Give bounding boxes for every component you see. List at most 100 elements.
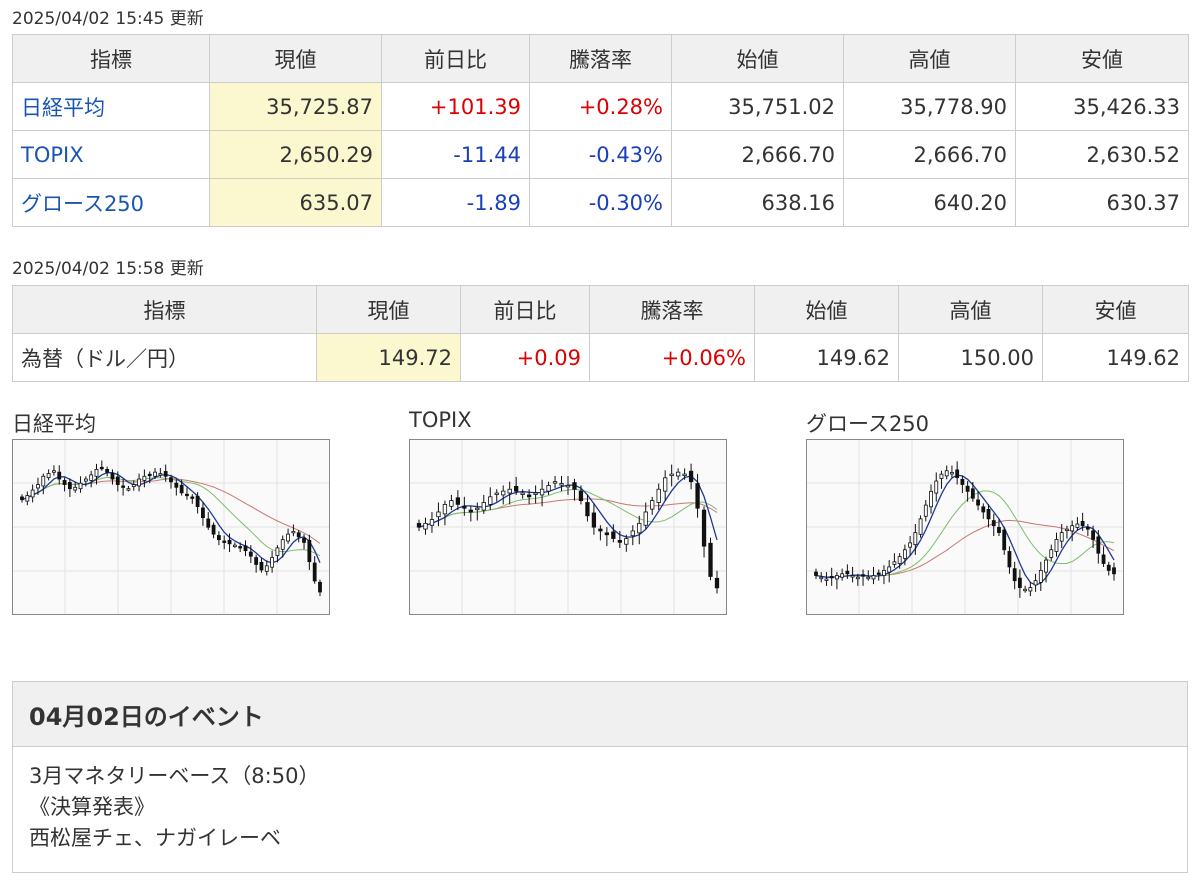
candle-body xyxy=(131,484,136,488)
candle-body xyxy=(565,485,571,488)
candle-body xyxy=(1080,521,1085,527)
candle-body xyxy=(1033,580,1038,586)
chart-nikkei[interactable] xyxy=(12,439,330,615)
open-value: 149.62 xyxy=(754,333,899,382)
candle-body xyxy=(501,490,506,496)
candle-body xyxy=(861,574,865,577)
topix-link[interactable]: TOPIX xyxy=(21,142,84,167)
candle-body xyxy=(1012,568,1017,582)
low-value: 149.62 xyxy=(1042,333,1189,382)
candle-body xyxy=(232,544,237,548)
candle-body xyxy=(259,561,264,571)
candle-body xyxy=(656,488,661,503)
candle-body xyxy=(539,488,545,496)
candle-body xyxy=(814,571,818,576)
candle-body xyxy=(1007,551,1012,568)
current-value: 149.72 xyxy=(316,333,461,382)
candle-body xyxy=(913,532,918,545)
candle-body xyxy=(291,530,296,534)
current-value: 2,650.29 xyxy=(209,130,382,179)
candle-body xyxy=(981,506,986,513)
candle-body xyxy=(1023,588,1028,592)
candle-body xyxy=(939,473,944,479)
candle-body xyxy=(1054,539,1059,552)
candle-body xyxy=(669,473,674,476)
candle-body xyxy=(1091,530,1095,540)
candle-body xyxy=(115,476,120,485)
change-value: -11.44 xyxy=(381,130,530,179)
candle-body xyxy=(216,535,221,541)
candle-body xyxy=(1112,567,1116,575)
chart-growth250[interactable] xyxy=(806,439,1124,615)
candle-body xyxy=(481,502,486,511)
col-open: 始値 xyxy=(754,285,899,334)
candle-body xyxy=(275,547,280,556)
fx-table: 指標 現値 前日比 騰落率 始値 高値 安値 為替（ドル／円） 149.72 +… xyxy=(12,285,1189,382)
index-row-topix: TOPIX 2,650.29 -11.44 -0.43% 2,666.70 2,… xyxy=(12,130,1189,179)
high-value: 150.00 xyxy=(898,333,1043,382)
candle-body xyxy=(819,576,824,580)
candle-body xyxy=(41,475,46,487)
candle-body xyxy=(578,490,584,502)
candle-body xyxy=(1085,527,1090,530)
candle-body xyxy=(163,471,168,477)
candle-body xyxy=(455,497,461,505)
candle-body xyxy=(174,482,179,488)
growth250-link[interactable]: グロース250 xyxy=(21,191,145,216)
candle-body xyxy=(714,577,720,589)
candle-body xyxy=(876,572,881,575)
candle-body xyxy=(211,524,216,535)
candle-body xyxy=(222,540,227,543)
candle-body xyxy=(866,576,871,580)
chart-title-topix: TOPIX xyxy=(409,408,472,432)
chart-topix[interactable] xyxy=(409,439,727,615)
high-value: 640.20 xyxy=(843,178,1016,227)
candle-body xyxy=(960,478,965,485)
col-low: 安値 xyxy=(1015,34,1189,83)
candle-body xyxy=(126,488,131,491)
candle-body xyxy=(62,480,67,485)
nikkei-link[interactable]: 日経平均 xyxy=(21,95,105,120)
low-value: 35,426.33 xyxy=(1015,82,1189,131)
candle-body xyxy=(850,575,855,578)
candle-body xyxy=(169,477,173,483)
candle-body xyxy=(708,542,713,577)
candle-body xyxy=(598,528,603,532)
candle-body xyxy=(296,532,301,538)
candle-body xyxy=(871,575,876,580)
candle-body xyxy=(1028,587,1033,592)
open-value: 638.16 xyxy=(671,178,844,227)
current-value: 635.07 xyxy=(209,178,382,227)
nikkei-candlestick-chart xyxy=(12,439,330,615)
candle-body xyxy=(318,581,322,593)
current-value: 35,725.87 xyxy=(209,82,382,131)
high-value: 35,778.90 xyxy=(843,82,1016,131)
candle-body xyxy=(307,539,312,563)
candle-body xyxy=(950,472,954,475)
candle-body xyxy=(206,518,211,528)
candle-body xyxy=(675,471,681,477)
candle-body xyxy=(94,468,99,477)
high-value: 2,666.70 xyxy=(843,130,1016,179)
open-value: 2,666.70 xyxy=(671,130,844,179)
candle-body xyxy=(20,496,24,501)
fx-update-time: 2025/04/02 15:58 更新 xyxy=(12,259,204,279)
candle-body xyxy=(991,520,996,527)
candle-body xyxy=(855,576,860,580)
candle-body xyxy=(121,485,126,488)
candle-body xyxy=(1038,569,1043,583)
candle-body xyxy=(955,469,960,479)
candle-body xyxy=(462,505,467,509)
col-rate: 騰落率 xyxy=(589,285,755,334)
col-high: 高値 xyxy=(843,34,1016,83)
candle-body xyxy=(591,512,597,528)
candle-body xyxy=(546,485,551,492)
candle-body xyxy=(1059,532,1064,542)
candle-body xyxy=(105,468,110,473)
candle-body xyxy=(83,478,88,482)
col-change: 前日比 xyxy=(460,285,590,334)
event-body: 3月マネタリーベース（8:50） 《決算発表》 西松屋チェ、ナガイレーベ xyxy=(13,747,1187,854)
candle-body xyxy=(976,499,980,506)
candle-body xyxy=(663,477,668,492)
candle-body xyxy=(286,533,290,542)
